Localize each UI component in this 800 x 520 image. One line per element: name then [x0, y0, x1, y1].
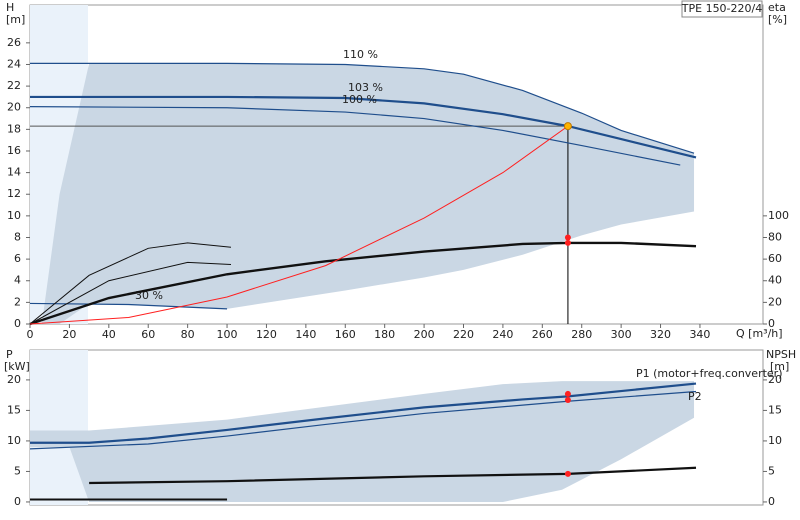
y-tick-label: 15 — [7, 403, 21, 416]
x-tick-label: 140 — [295, 328, 316, 341]
x-tick-label: 180 — [374, 328, 395, 341]
series-label: P2 — [688, 390, 702, 403]
y-tick-label: 18 — [7, 122, 21, 135]
y2-label: eta — [768, 1, 786, 14]
y2-tick-label: 5 — [768, 464, 775, 477]
x-tick-label: 60 — [141, 328, 155, 341]
y-tick-label: 5 — [14, 464, 21, 477]
y-tick-label: 24 — [7, 57, 21, 70]
y2-tick-label: 0 — [768, 495, 775, 508]
x-tick-label: 160 — [335, 328, 356, 341]
y-tick-label: 12 — [7, 187, 21, 200]
y-tick-label: 14 — [7, 166, 21, 179]
y-tick-label: 20 — [7, 101, 21, 114]
x-tick-label: 120 — [256, 328, 277, 341]
y-unit: [m] — [6, 13, 25, 26]
envelope — [41, 63, 695, 324]
envelope — [30, 381, 695, 502]
x-tick-label: 100 — [217, 328, 238, 341]
y-tick-label: 10 — [7, 434, 21, 447]
light-region — [30, 350, 88, 505]
curve — [29, 302, 228, 310]
x-label: Q [m³/h] — [736, 327, 783, 340]
pump-label-box — [681, 0, 763, 18]
point — [564, 397, 571, 404]
y2-tick-label: 15 — [768, 403, 782, 416]
x-tick-label: 200 — [414, 328, 435, 341]
x-tick-label: 240 — [492, 328, 513, 341]
y-tick-label: 22 — [7, 79, 21, 92]
y2-tick-label: 80 — [768, 230, 782, 243]
y-tick-label: 0 — [14, 317, 21, 330]
y2-tick-label: 60 — [768, 252, 782, 265]
y-tick-label: 0 — [14, 495, 21, 508]
x-tick-label: 220 — [453, 328, 474, 341]
series-label: P1 (motor+freq.converter) — [636, 367, 783, 380]
y-tick-label: 2 — [14, 295, 21, 308]
y2-tick-label: 100 — [768, 209, 789, 222]
y2-label: NPSH — [766, 348, 796, 361]
x-tick-label: 0 — [27, 328, 34, 341]
y2-unit: [m] — [770, 360, 789, 373]
y-label: H — [6, 1, 14, 14]
y2-tick-label: 20 — [768, 373, 782, 386]
y-unit: [kW] — [4, 360, 30, 373]
y-tick-label: 20 — [7, 373, 21, 386]
curve — [30, 62, 695, 154]
x-tick-label: 80 — [181, 328, 195, 341]
x-tick-label: 320 — [650, 328, 671, 341]
y2-tick-label: 20 — [768, 295, 782, 308]
curve — [30, 382, 697, 444]
y-tick-label: 26 — [7, 36, 21, 49]
y-tick-label: 6 — [14, 252, 21, 265]
y-tick-label: 8 — [14, 230, 21, 243]
curve — [29, 106, 681, 166]
curve — [29, 242, 232, 325]
y-tick-label: 16 — [7, 144, 21, 157]
x-tick-label: 260 — [532, 328, 553, 341]
point — [564, 390, 571, 397]
operating-point — [563, 122, 572, 131]
x-tick-label: 340 — [689, 328, 710, 341]
x-tick-label: 280 — [571, 328, 592, 341]
curve — [89, 466, 697, 485]
curve — [29, 241, 697, 326]
point — [564, 470, 571, 477]
series-label: 100 % — [342, 93, 377, 106]
y2-tick-label: 10 — [768, 434, 782, 447]
x-tick-label: 300 — [611, 328, 632, 341]
y-tick-label: 10 — [7, 209, 21, 222]
series-label: 103 % — [348, 81, 383, 94]
pump-label: TPE 150-220/4 — [681, 2, 762, 15]
y-label: P — [6, 348, 13, 361]
y2-tick-label: 0 — [768, 317, 775, 330]
x-tick-label: 40 — [102, 328, 116, 341]
point — [564, 239, 571, 246]
curve — [29, 261, 232, 325]
x-tick-label: 20 — [62, 328, 76, 341]
curve — [29, 125, 569, 325]
series-label: 110 % — [343, 48, 378, 61]
y2-unit: [%] — [768, 13, 787, 26]
curve — [30, 95, 697, 159]
point — [564, 234, 571, 241]
y2-tick-label: 40 — [768, 274, 782, 287]
y-tick-label: 4 — [14, 274, 21, 287]
